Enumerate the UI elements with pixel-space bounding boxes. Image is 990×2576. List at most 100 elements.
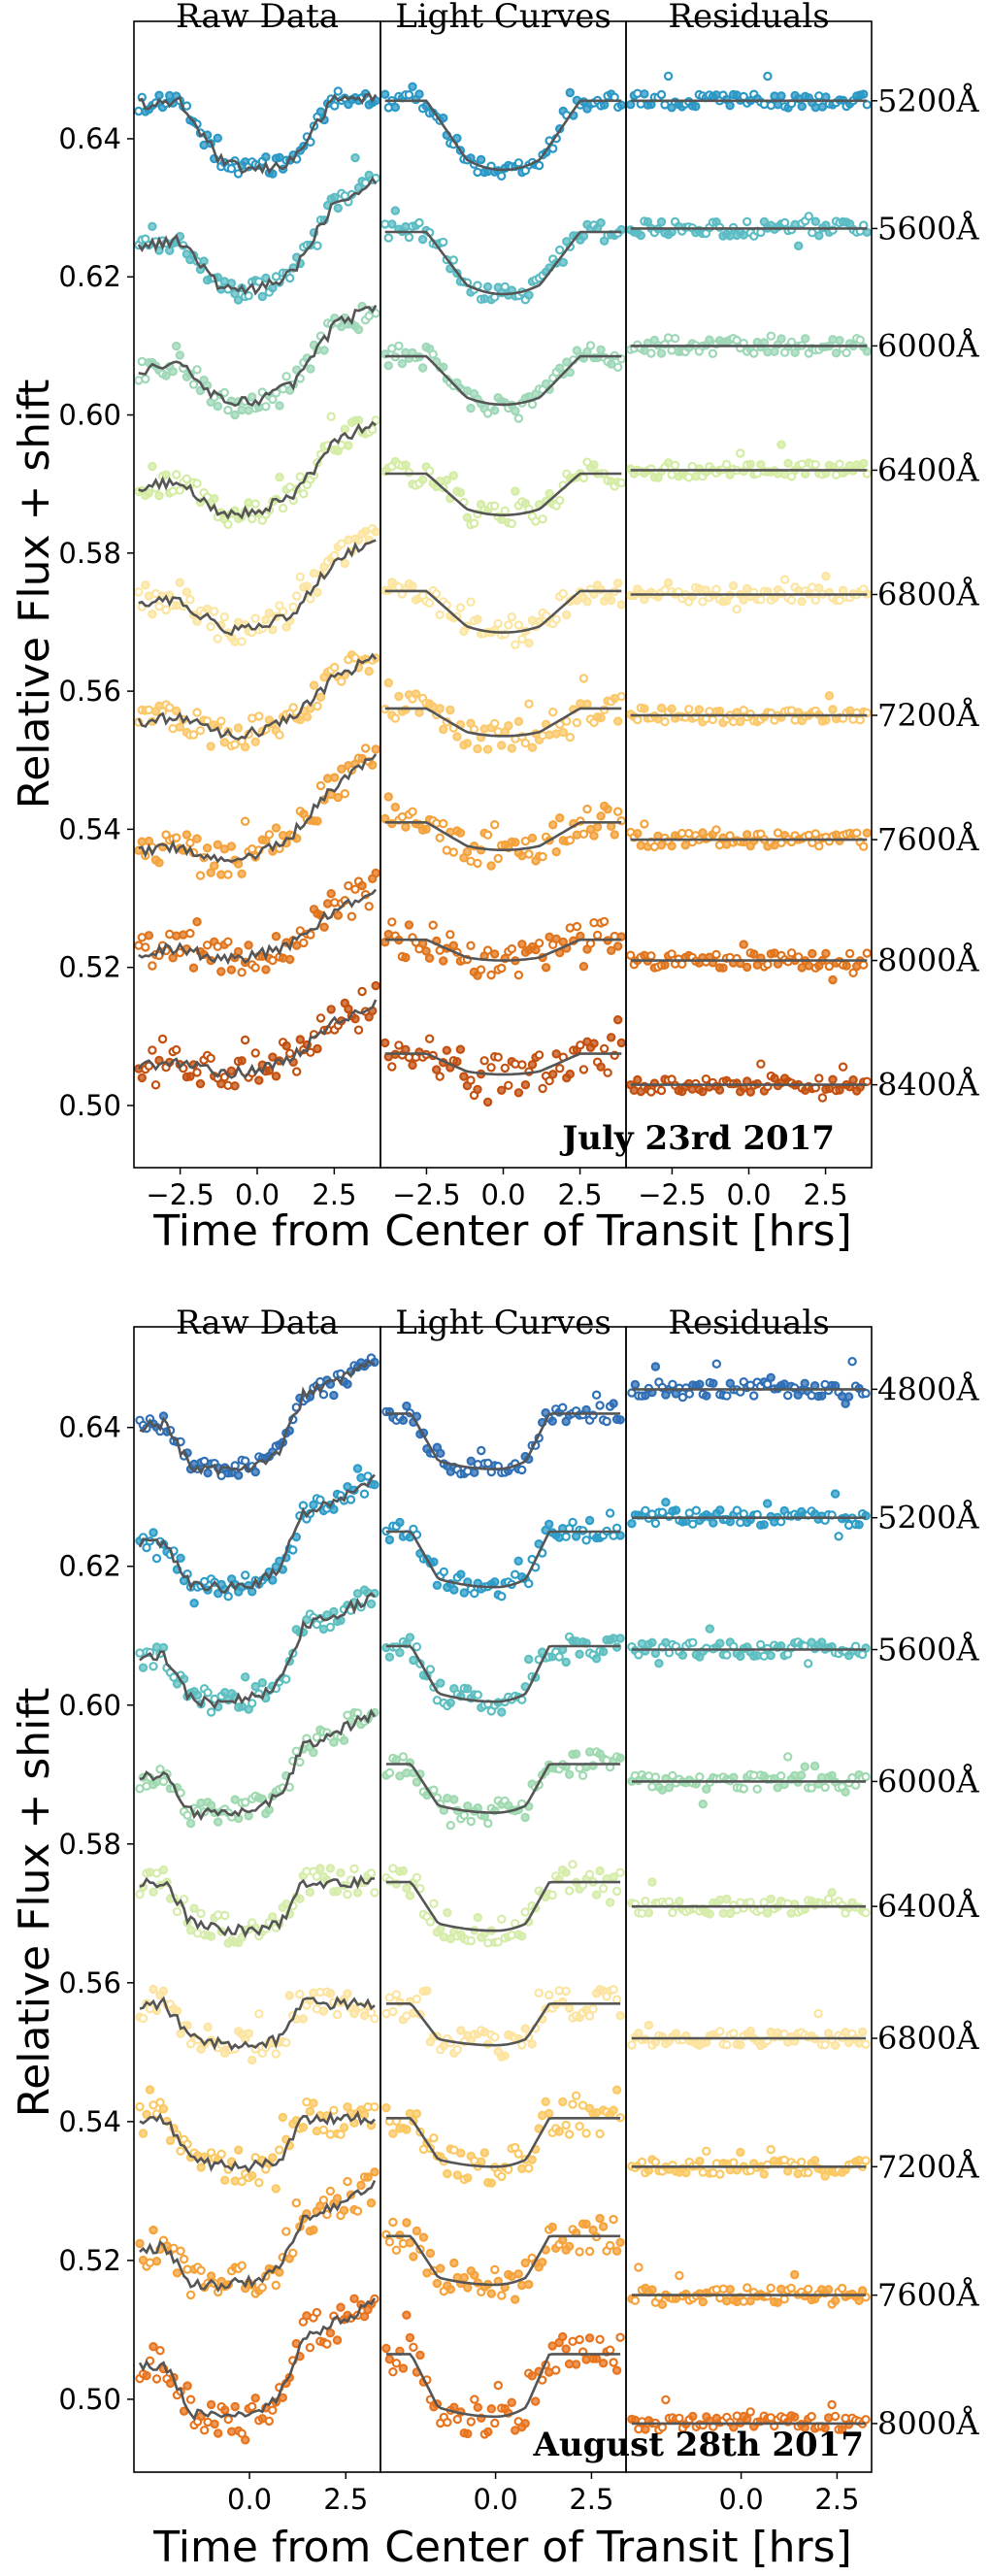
data-point [446,1820,455,1831]
data-point [702,2146,711,2156]
data-point [551,729,561,739]
series-5200A [380,82,627,181]
panel-title-raw-data: Raw Data [176,1304,339,1342]
data-point [684,705,694,714]
data-point [657,1507,668,1517]
data-point [497,2291,507,2300]
data-point [810,829,821,839]
data-point [581,2219,591,2229]
data-point [497,963,507,974]
data-point [551,846,561,857]
data-point [366,2197,377,2208]
data-point [250,737,260,747]
data-point [473,2402,482,2412]
data-point [244,1811,253,1821]
data-point [578,231,589,241]
data-point [663,71,674,82]
data-point [176,2029,185,2038]
data-point [248,2401,257,2412]
data-point [281,372,291,381]
data-point [336,2130,346,2139]
data-point [695,2156,705,2166]
data-point [816,1637,827,1647]
data-point [497,741,507,750]
data-point [353,324,364,335]
panel-title-light-curves: Light Curves [395,1304,611,1342]
data-point [333,86,343,96]
series-6000A [134,301,380,420]
data-point [656,841,667,850]
series-7200A [134,650,380,752]
data-point [507,943,517,954]
data-point [462,512,473,522]
data-point [206,868,215,877]
data-point [349,2294,359,2303]
data-point [302,712,313,722]
data-point [711,1359,722,1369]
data-point [176,2146,185,2156]
data-point [292,1067,302,1076]
data-point [479,1056,489,1066]
data-point [452,732,462,742]
data-point [786,337,797,347]
data-point [306,364,315,374]
data-point [640,89,649,99]
data-point [797,1770,807,1780]
data-point [148,610,157,619]
series-6400A [380,456,627,530]
data-point [226,965,237,974]
data-point [248,2170,257,2181]
data-point [466,941,476,951]
series-6800A [626,572,873,614]
data-point [371,868,380,878]
data-point [482,945,493,955]
data-point [827,2399,837,2410]
x-tick-label: −2.5 [146,1178,214,1211]
wavelength-label: 6800Å [877,2020,979,2057]
data-point [861,1907,871,1918]
data-point [677,1650,688,1661]
data-point [462,739,473,748]
data-point [531,2396,541,2406]
model-line [138,753,378,864]
data-point [455,1044,466,1054]
data-point [841,1399,850,1408]
data-point [691,101,701,112]
data-point [185,928,195,939]
data-point [271,2049,280,2059]
data-point [318,2006,329,2016]
data-point [578,674,589,683]
data-point [339,2123,349,2132]
y-axis-label: Relative Flux + shift [10,1688,59,2118]
data-point [466,403,476,413]
data-point [195,385,206,396]
y-tick-label: 0.60 [58,399,121,432]
wavelength-label: 6000Å [877,327,979,364]
data-point [248,1587,257,1597]
x-axis-label: Time from Center of Transit [hrs] [152,2523,852,2572]
data-point [598,2222,609,2231]
data-point [544,730,554,740]
data-point [452,133,462,144]
data-point [615,2010,625,2021]
data-point [137,356,147,367]
model-line [385,2234,621,2287]
wavelength-label: 8000Å [877,2405,979,2442]
y-tick-label: 0.58 [58,537,121,570]
data-point [202,843,213,853]
data-point [752,1784,762,1794]
data-point [848,1074,858,1085]
data-point [401,822,411,832]
panel-residuals: 0.0 2.5 [625,1326,873,2516]
data-point [158,2103,169,2114]
data-point [412,1777,422,1787]
data-point [524,1654,534,1665]
data-point [664,1783,675,1793]
data-point [636,841,646,850]
data-point [285,1048,295,1059]
data-point [728,580,739,591]
data-point [511,2295,520,2304]
data-point [770,347,779,356]
data-point [192,1690,203,1701]
data-point [278,953,288,963]
